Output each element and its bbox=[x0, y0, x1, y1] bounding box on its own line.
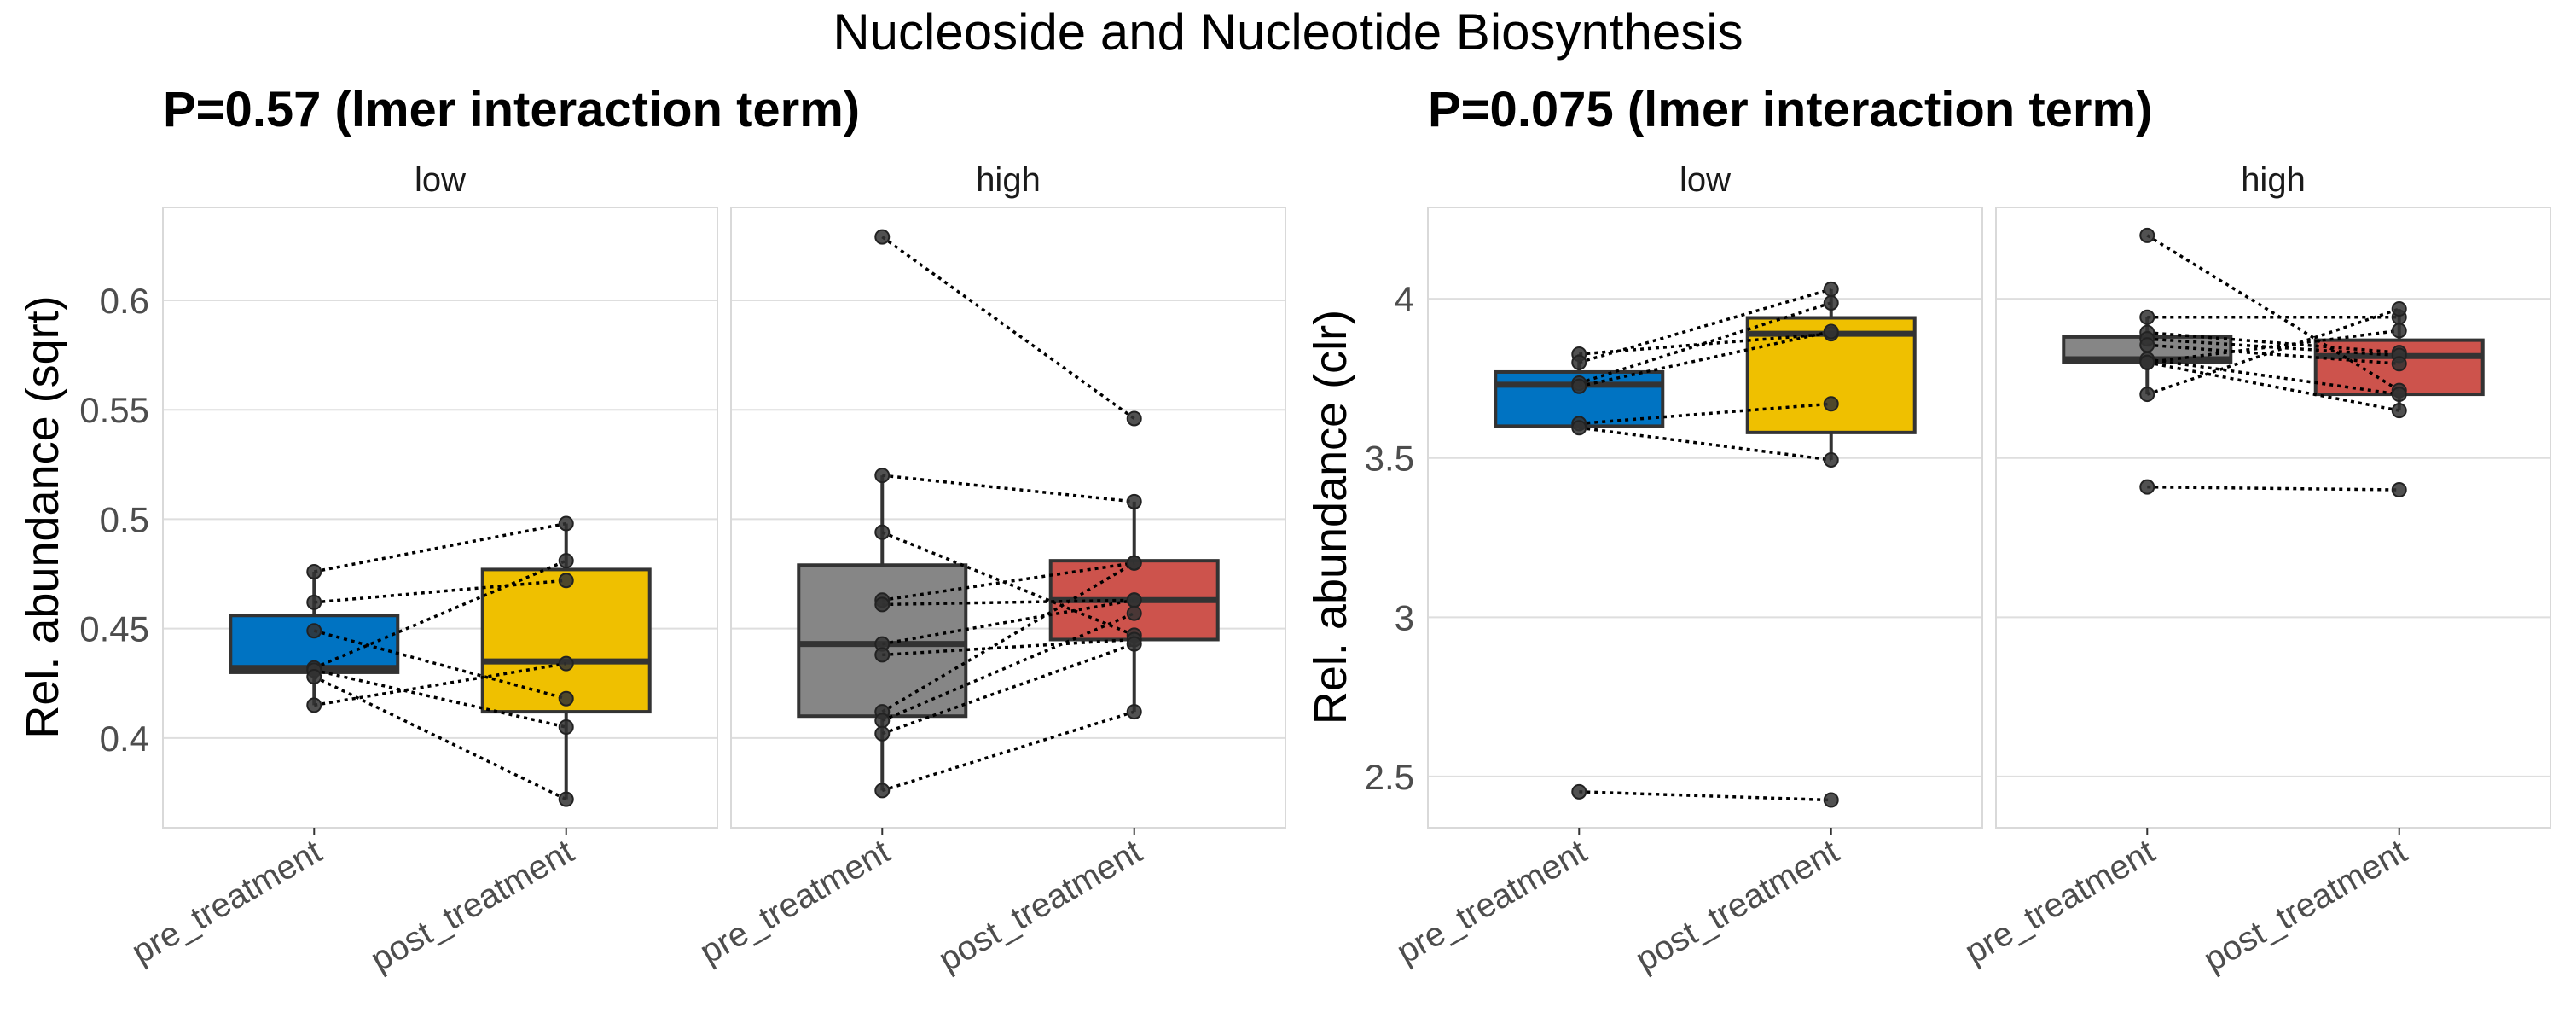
data-point-post bbox=[1823, 281, 1839, 297]
box-body bbox=[480, 567, 652, 714]
facet-strip-label: low bbox=[1680, 161, 1731, 199]
data-point-pre bbox=[874, 596, 891, 613]
data-point-post bbox=[1823, 323, 1839, 340]
paired-line bbox=[313, 668, 567, 729]
paired-line bbox=[2147, 485, 2399, 492]
data-point-post bbox=[558, 515, 574, 532]
data-point-post bbox=[1126, 636, 1142, 652]
y-tick-label: 0.6 bbox=[100, 281, 149, 321]
panel-border bbox=[1995, 207, 2551, 829]
y-axis-title: Rel. abundance (sqrt) bbox=[17, 295, 68, 738]
paired-line bbox=[2147, 330, 2399, 354]
data-point-pre bbox=[1571, 783, 1587, 800]
data-point-pre bbox=[1571, 378, 1587, 394]
y-tick-label: 2.5 bbox=[1365, 757, 1414, 797]
data-point-pre bbox=[2139, 337, 2155, 353]
paired-line bbox=[313, 675, 567, 801]
data-point-pre bbox=[306, 669, 322, 685]
data-point-post bbox=[1823, 294, 1839, 311]
facet-strip-label: low bbox=[415, 161, 466, 199]
data-point-post bbox=[2391, 387, 2407, 403]
paired-line bbox=[882, 598, 1134, 607]
data-point-post bbox=[558, 719, 574, 736]
data-point-pre bbox=[306, 623, 322, 639]
panel-border bbox=[162, 207, 718, 829]
panel-border bbox=[730, 207, 1286, 829]
data-point-post bbox=[1126, 704, 1142, 720]
data-point-post bbox=[558, 690, 574, 707]
facet-strip-label: high bbox=[2241, 161, 2306, 199]
data-point-pre bbox=[2139, 227, 2155, 243]
panel-border bbox=[1427, 207, 1983, 829]
y-tick-label: 3.5 bbox=[1365, 439, 1414, 479]
paired-line bbox=[881, 710, 1135, 793]
chart-title: P=0.57 (lmer interaction term) bbox=[163, 82, 860, 137]
paired-line bbox=[2146, 234, 2400, 393]
data-point-pre bbox=[306, 697, 322, 713]
y-axis-title: Rel. abundance (clr) bbox=[1305, 310, 1356, 724]
data-point-pre bbox=[306, 594, 322, 610]
data-point-pre bbox=[2139, 354, 2155, 370]
data-point-pre bbox=[874, 783, 891, 799]
data-point-pre bbox=[874, 229, 891, 245]
data-point-post bbox=[558, 553, 574, 569]
paired-line bbox=[2147, 343, 2399, 365]
data-point-post bbox=[558, 573, 574, 589]
data-point-post bbox=[2391, 323, 2407, 339]
data-point-post bbox=[558, 655, 574, 672]
data-point-pre bbox=[874, 725, 891, 742]
data-point-post bbox=[1823, 792, 1839, 808]
y-tick-label: 0.55 bbox=[79, 390, 149, 430]
data-point-pre bbox=[2139, 479, 2155, 495]
data-point-post bbox=[1126, 410, 1142, 427]
data-point-post bbox=[1126, 555, 1142, 571]
paired-line bbox=[2146, 307, 2400, 396]
data-point-post bbox=[2391, 301, 2407, 317]
paired-line bbox=[881, 642, 1135, 736]
data-point-post bbox=[2391, 403, 2407, 419]
figure-title: Nucleoside and Nucleotide Biosynthesis bbox=[833, 3, 1743, 61]
paired-line bbox=[1578, 301, 1832, 385]
data-point-post bbox=[558, 791, 574, 807]
y-tick-label: 4 bbox=[1395, 279, 1414, 319]
paired-line bbox=[313, 629, 567, 701]
paired-line bbox=[882, 637, 1134, 657]
paired-line bbox=[1579, 402, 1831, 426]
data-point-pre bbox=[874, 713, 891, 729]
data-point-pre bbox=[2139, 309, 2155, 325]
y-tick-label: 0.4 bbox=[100, 719, 149, 759]
paired-line bbox=[881, 561, 1135, 713]
data-point-post bbox=[1126, 493, 1142, 509]
data-point-post bbox=[2391, 482, 2407, 498]
paired-line bbox=[1579, 790, 1831, 802]
y-tick-label: 3 bbox=[1395, 597, 1414, 637]
data-point-pre bbox=[2139, 387, 2155, 403]
data-point-post bbox=[1126, 605, 1142, 621]
data-point-pre bbox=[874, 647, 891, 663]
paired-line bbox=[881, 236, 1135, 420]
data-point-pre bbox=[874, 524, 891, 540]
data-point-post bbox=[1823, 451, 1839, 468]
y-tick-label: 0.45 bbox=[79, 609, 149, 649]
y-axis-ticks: 2.5 3 3.5 4 bbox=[1365, 279, 1414, 797]
paired-line bbox=[1578, 288, 1832, 364]
y-tick-label: 0.5 bbox=[100, 499, 149, 539]
chart-title: P=0.075 (lmer interaction term) bbox=[1428, 82, 2152, 137]
paired-line bbox=[2147, 337, 2399, 358]
data-point-pre bbox=[1571, 354, 1587, 370]
data-point-post bbox=[2391, 356, 2407, 372]
data-point-post bbox=[1823, 396, 1839, 412]
y-axis-ticks: 0.4 0.45 0.5 0.55 0.6 bbox=[79, 281, 149, 759]
data-point-pre bbox=[1571, 420, 1587, 436]
data-point-pre bbox=[306, 563, 322, 579]
facet-strip-label: high bbox=[976, 161, 1041, 199]
data-point-post bbox=[1126, 592, 1142, 608]
data-point-pre bbox=[874, 468, 891, 484]
